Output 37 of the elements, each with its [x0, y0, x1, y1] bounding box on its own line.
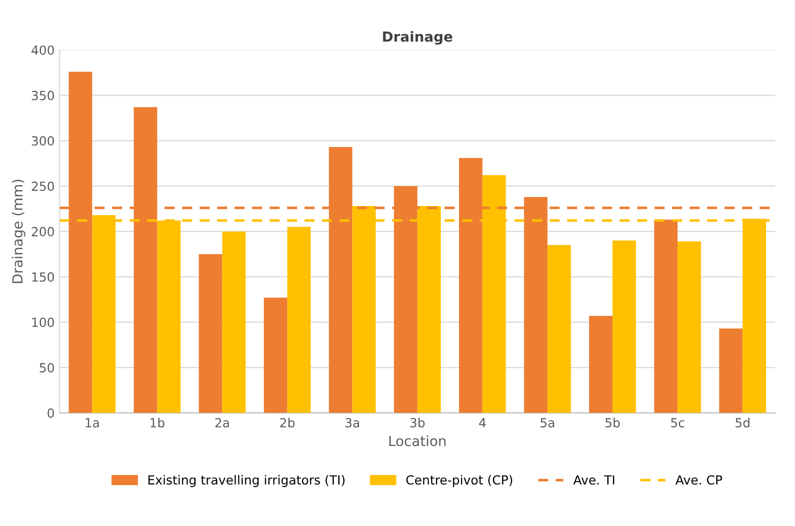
y-tick-label: 200 — [32, 226, 54, 236]
x-tick-label: 4 — [479, 418, 486, 428]
bar — [287, 226, 311, 413]
x-axis-title: Location — [389, 435, 446, 446]
bar — [264, 298, 288, 413]
y-tick-label: 400 — [32, 45, 54, 55]
bar — [719, 328, 743, 413]
y-tick-label: 250 — [32, 182, 54, 191]
y-tick-label: 150 — [32, 272, 54, 282]
y-tick-label: 100 — [32, 318, 54, 328]
x-tick-label: 5d — [736, 418, 750, 428]
x-tick-label: 1b — [150, 418, 164, 428]
x-tick-label: 3b — [410, 418, 425, 428]
chart-title: Drainage — [383, 31, 452, 45]
bar — [589, 316, 613, 413]
y-tick-label: 300 — [32, 136, 54, 146]
bar — [198, 254, 222, 413]
bar — [222, 231, 246, 413]
bar — [654, 220, 678, 413]
x-tick-label: 5a — [540, 418, 554, 428]
legend-label: Ave. TI — [573, 475, 614, 485]
x-tick-label: 5c — [671, 418, 684, 428]
x-tick-label: 5b — [606, 418, 620, 428]
legend-label: Centre-pivot (CP) — [406, 474, 512, 488]
x-tick-label: 1a — [86, 418, 99, 428]
legend-label: Ave. CP — [676, 475, 722, 485]
bar — [678, 241, 701, 413]
bar — [547, 245, 571, 413]
legend-label: Existing travelling irrigators (TI) — [148, 474, 345, 488]
x-tick-label: 2b — [280, 418, 295, 428]
y-axis-title: Drainage (mm) — [12, 180, 26, 283]
x-tick-label: 3a — [345, 418, 359, 428]
y-tick-label: 350 — [32, 90, 54, 100]
y-tick-label: 50 — [40, 363, 54, 372]
bar — [612, 240, 636, 413]
x-tick-label: 2a — [215, 418, 229, 428]
y-tick-label: 0 — [48, 408, 54, 418]
